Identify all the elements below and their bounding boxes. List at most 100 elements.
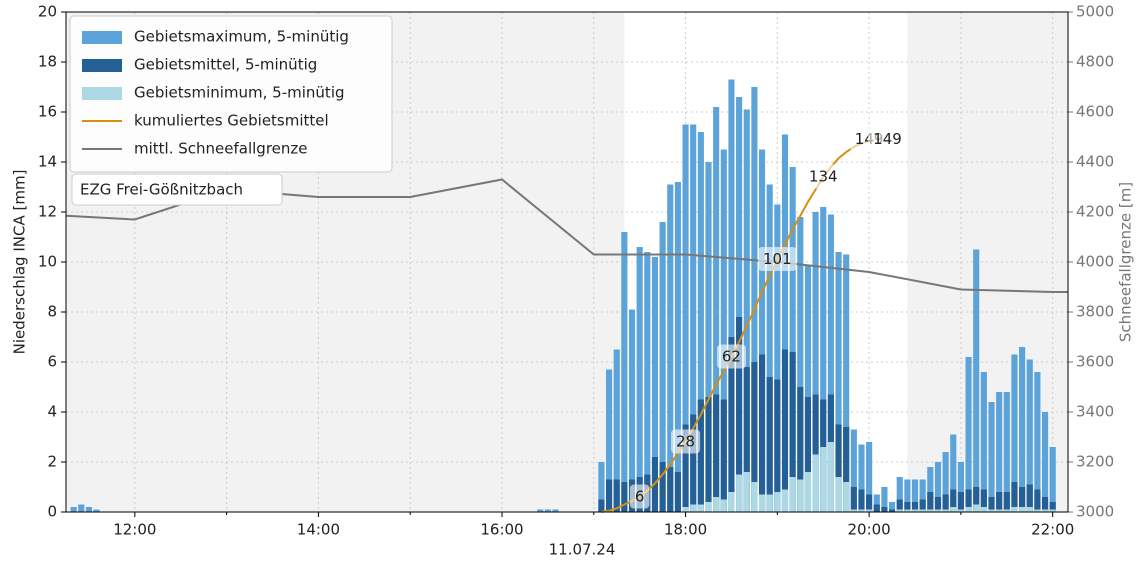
bar [904,479,911,512]
bar [827,442,834,512]
bar [980,507,987,512]
legend-swatch [82,31,122,44]
bar [889,509,896,512]
y2-tick-label: 4600 [1076,103,1114,121]
bar [736,474,743,512]
bar [843,427,850,512]
bar [973,487,980,512]
bar [957,492,964,512]
bar [736,97,743,512]
bar [674,182,681,512]
legend-label: kumuliertes Gebietsmittel [134,112,329,130]
bar [866,494,873,512]
y2-tick-label: 4800 [1076,53,1114,71]
annotation-label: 28 [676,433,695,451]
annotation-box [803,164,843,189]
bar [934,497,942,512]
bar [758,149,766,512]
y-tick-label: 12 [38,203,57,221]
bar [1041,412,1049,512]
bar [804,397,811,512]
bar [697,399,704,512]
bar [743,472,750,512]
bar [820,447,827,512]
annotation-box [758,247,797,271]
bar [651,257,659,512]
y-tick-label: 4 [47,403,57,421]
bar [996,392,1003,512]
bar [804,264,811,512]
bar [911,479,919,512]
bar [881,507,888,512]
y2-tick-label: 3400 [1076,403,1114,421]
bar [1019,507,1026,512]
bar [1041,509,1049,512]
bar [697,132,704,512]
annotation-label: 134 [809,168,838,186]
bar [980,372,987,512]
bar [659,462,666,512]
y2-tick-label: 4400 [1076,153,1114,171]
bar [606,479,613,512]
bar [713,394,720,512]
y-tick-label: 14 [38,153,57,171]
bar [705,397,712,512]
bar [1034,372,1041,512]
bar [812,454,819,512]
bar [621,232,628,512]
bar [789,352,796,512]
bar [78,504,85,512]
x-tick-label: 16:00 [480,521,523,539]
bar [690,124,697,512]
bar [835,477,842,512]
bar [1019,347,1026,512]
bar [682,124,689,512]
bar [1026,484,1033,512]
bar [927,492,934,512]
bar [728,337,735,512]
y2-tick-label: 4000 [1076,253,1114,271]
bar [965,357,972,512]
bar [70,507,77,512]
bar [774,492,781,512]
bar [1011,482,1018,512]
bar [1049,509,1056,512]
y-tick-label: 0 [47,503,57,521]
legend: Gebietsmaximum, 5-minütig Gebietsmittel, … [69,15,393,173]
bar [85,507,93,512]
bar [1049,447,1056,512]
bar [873,494,880,512]
x-axis-label: 11.07.24 [549,541,616,559]
bar [965,489,972,512]
text-box-label: EZG Frei-Gößnitzbach [80,181,243,199]
bar [1026,507,1033,512]
bar [1019,487,1026,512]
bar [789,477,796,512]
bar [736,317,743,512]
legend-box [69,15,393,173]
bar [751,482,758,512]
x-tick-label: 18:00 [664,521,707,539]
bar [942,509,949,512]
bar [537,509,544,512]
bar [980,489,987,512]
bar [973,504,980,512]
bar [850,429,857,512]
bar [889,502,896,512]
bar [973,249,980,512]
legend-swatch [82,87,122,100]
bar [957,509,964,512]
bar [797,387,804,512]
bar [1041,497,1049,512]
bar [766,377,773,512]
bar [667,184,674,512]
bar [1011,354,1018,512]
bar [789,167,796,512]
bar [713,497,720,512]
bar [965,507,972,512]
bar [797,479,804,512]
y-tick-label: 6 [47,353,57,371]
y2-tick-label: 3200 [1076,453,1114,471]
bar [705,502,712,512]
bar [919,499,926,512]
